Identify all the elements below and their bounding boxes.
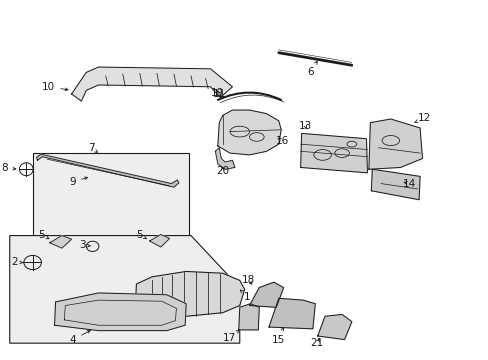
Polygon shape (217, 110, 281, 155)
Text: 12: 12 (414, 113, 430, 123)
Text: 19: 19 (211, 88, 224, 98)
Polygon shape (249, 282, 283, 307)
Text: 21: 21 (309, 338, 323, 348)
Text: 1: 1 (240, 290, 250, 302)
Bar (33, 153, 188, 235)
Polygon shape (149, 234, 169, 247)
Polygon shape (238, 304, 259, 330)
Polygon shape (370, 169, 419, 200)
Text: 20: 20 (216, 166, 229, 176)
Text: 8: 8 (1, 163, 16, 173)
Polygon shape (317, 315, 351, 339)
Text: 10: 10 (42, 82, 68, 92)
Text: 18: 18 (242, 275, 255, 285)
Text: 14: 14 (402, 179, 415, 189)
Text: 13: 13 (298, 121, 311, 131)
Text: 7: 7 (88, 143, 98, 153)
Polygon shape (368, 119, 422, 169)
Polygon shape (300, 134, 366, 173)
Text: 6: 6 (306, 61, 317, 77)
Polygon shape (268, 298, 315, 329)
Text: 2: 2 (11, 257, 23, 267)
Polygon shape (10, 235, 239, 343)
Polygon shape (50, 235, 71, 248)
Text: 11: 11 (212, 89, 225, 99)
Text: 5: 5 (38, 230, 49, 240)
Text: 5: 5 (136, 230, 146, 240)
Text: 9: 9 (70, 177, 87, 187)
Polygon shape (215, 148, 234, 169)
Text: 16: 16 (275, 136, 289, 145)
Text: 17: 17 (222, 330, 239, 343)
Polygon shape (71, 67, 232, 101)
Text: 4: 4 (70, 330, 90, 345)
Polygon shape (37, 154, 179, 187)
Text: 15: 15 (271, 328, 285, 345)
Polygon shape (55, 293, 186, 330)
Polygon shape (135, 271, 244, 316)
Text: 3: 3 (80, 240, 90, 250)
